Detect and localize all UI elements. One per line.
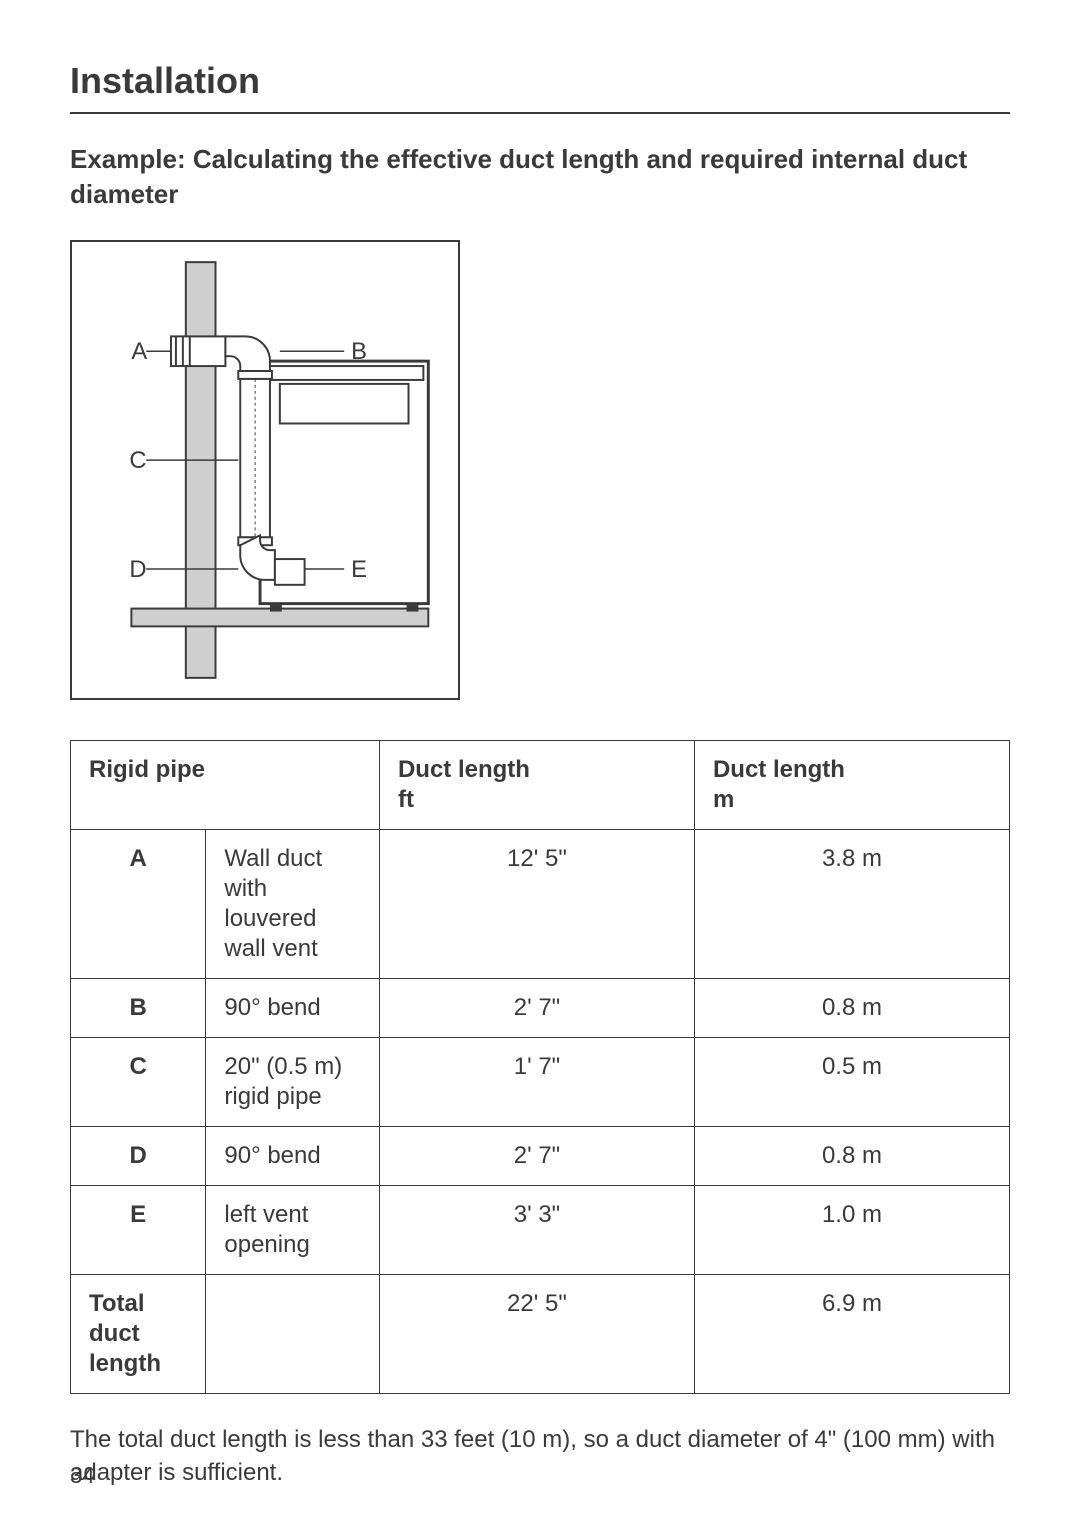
- row-letter: C: [71, 1038, 206, 1127]
- row-ft: 3' 3": [379, 1186, 694, 1275]
- diagram-label-a: A: [131, 338, 147, 365]
- duct-diagram: A B C D E: [70, 240, 460, 700]
- table-row: C 20" (0.5 m) rigid pipe 1' 7" 0.5 m: [71, 1038, 1010, 1127]
- conclusion-note: The total duct length is less than 33 fe…: [70, 1424, 1010, 1489]
- table-row: E left vent opening 3' 3" 1.0 m: [71, 1186, 1010, 1275]
- row-ft: 12' 5": [379, 830, 694, 979]
- page: Installation Example: Calculating the ef…: [0, 0, 1080, 1529]
- diagram-label-c: C: [129, 447, 146, 474]
- row-letter: E: [71, 1186, 206, 1275]
- table-header-pipe: Rigid pipe: [71, 741, 380, 830]
- diagram-label-e: E: [351, 556, 367, 583]
- example-subheading: Example: Calculating the effective duct …: [70, 142, 1010, 212]
- duct-length-table: Rigid pipe Duct lengthft Duct lengthm A …: [70, 740, 1010, 1394]
- table-row: B 90° bend 2' 7" 0.8 m: [71, 979, 1010, 1038]
- row-ft: 2' 7": [379, 979, 694, 1038]
- total-label: Total duct length: [71, 1275, 206, 1394]
- table-header-m: Duct lengthm: [694, 741, 1009, 830]
- row-m: 0.8 m: [694, 1127, 1009, 1186]
- section-title: Installation: [70, 60, 1010, 102]
- row-desc: 90° bend: [206, 979, 380, 1038]
- row-desc: 90° bend: [206, 1127, 380, 1186]
- table-row: D 90° bend 2' 7" 0.8 m: [71, 1127, 1010, 1186]
- row-desc: Wall duct with louvered wall vent: [206, 830, 380, 979]
- row-letter: A: [71, 830, 206, 979]
- row-desc: left vent opening: [206, 1186, 380, 1275]
- row-m: 0.5 m: [694, 1038, 1009, 1127]
- horizontal-rule: [70, 112, 1010, 114]
- row-letter: B: [71, 979, 206, 1038]
- row-m: 1.0 m: [694, 1186, 1009, 1275]
- total-m: 6.9 m: [694, 1275, 1009, 1394]
- total-ft: 22' 5": [379, 1275, 694, 1394]
- page-number: 34: [70, 1463, 94, 1489]
- row-letter: D: [71, 1127, 206, 1186]
- row-m: 0.8 m: [694, 979, 1009, 1038]
- table-total-row: Total duct length 22' 5" 6.9 m: [71, 1275, 1010, 1394]
- row-desc: 20" (0.5 m) rigid pipe: [206, 1038, 380, 1127]
- row-m: 3.8 m: [694, 830, 1009, 979]
- row-ft: 1' 7": [379, 1038, 694, 1127]
- row-ft: 2' 7": [379, 1127, 694, 1186]
- table-row: A Wall duct with louvered wall vent 12' …: [71, 830, 1010, 979]
- total-desc-empty: [206, 1275, 380, 1394]
- diagram-label-d: D: [129, 556, 146, 583]
- diagram-label-b: B: [351, 338, 367, 365]
- table-header-ft: Duct lengthft: [379, 741, 694, 830]
